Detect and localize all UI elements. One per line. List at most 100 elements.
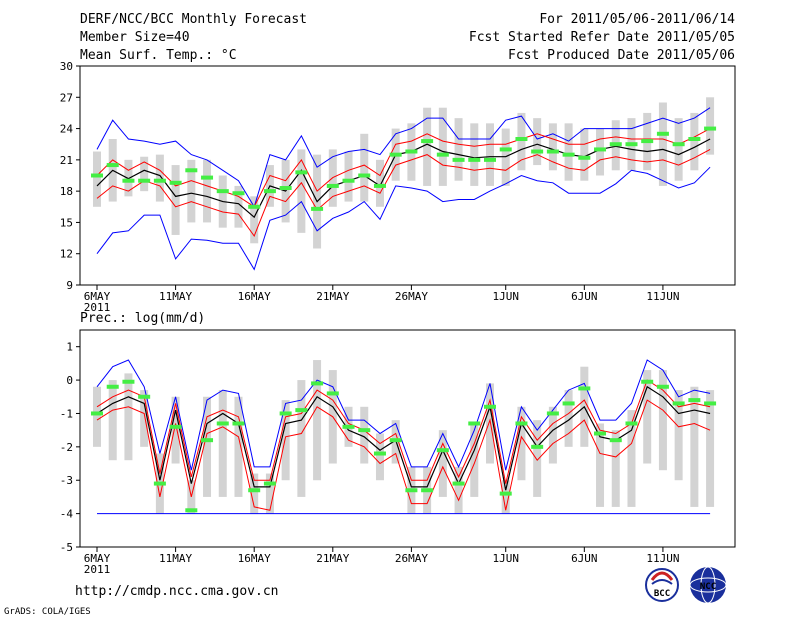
prec-observed-marker (185, 508, 198, 513)
figure-title: DERF/NCC/BCC Monthly Forecast (80, 12, 307, 27)
temp-observed-marker (609, 142, 622, 147)
temp-spread-box (423, 107, 432, 186)
temp-spread-box (533, 118, 542, 166)
prec-observed-marker (468, 421, 481, 426)
prec-observed-marker (248, 488, 261, 493)
temp-spread-box (140, 156, 149, 192)
prec-spread-box (234, 396, 243, 497)
temp-observed-marker (515, 137, 528, 141)
prec-observed-marker (263, 481, 276, 486)
prec-x-year-label: 2011 (84, 563, 111, 576)
prec-spread-box (360, 406, 369, 464)
temp-observed-marker (295, 170, 308, 175)
temp-observed-marker (656, 131, 669, 136)
prec-y-tick-label: -1 (60, 407, 73, 420)
prec-x-tick-label: 1JUN (492, 552, 519, 565)
temp-observed-marker (91, 173, 103, 178)
prec-observed-marker (421, 488, 434, 493)
temp-ensemble-mean-line (96, 138, 711, 219)
prec-y-tick-label: -2 (60, 441, 73, 454)
prec-observed-marker (389, 438, 402, 443)
prec-observed-marker (91, 411, 103, 416)
temp-spread-box (344, 151, 353, 202)
prec-plot-frame (79, 329, 736, 548)
temp-observed-marker (452, 157, 465, 162)
temp-x-tick-label: 16MAY (238, 290, 271, 303)
prec-spread-box (564, 390, 573, 447)
temp-observed-marker (216, 189, 229, 194)
temp-spread-box (658, 102, 667, 186)
temperature-panel: 9 12 15 18 21 24 27 30 6MAY 11MAY 16MAY 21MAY 26MAY 1… (60, 60, 736, 314)
temp-envelope-min-line (96, 166, 711, 271)
prec-observed-marker (342, 424, 355, 429)
prec-spread-box (124, 373, 133, 461)
temp-spread-box (674, 118, 683, 181)
temp-observed-marker (232, 191, 245, 196)
temp-spread-box (454, 118, 463, 181)
temp-observed-marker (326, 183, 339, 188)
prec-x-tick-label: 11JUN (646, 552, 679, 565)
prec-spread-box (218, 390, 227, 497)
temp-observed-marker (499, 147, 512, 152)
prec-observed-marker (484, 404, 496, 409)
prec-observed-marker (373, 451, 386, 456)
prec-observed-marker (609, 438, 622, 443)
temp-observed-marker (594, 147, 607, 152)
prec-spread-box (250, 473, 259, 514)
prec-observed-marker (452, 481, 465, 486)
prec-observed-marker (326, 391, 339, 396)
prec-y-tick-label: 0 (66, 374, 73, 387)
prec-observed-marker (641, 379, 654, 384)
temp-spread-box (360, 133, 369, 202)
bcc-logo-text: BCC (654, 589, 670, 599)
temp-spread-box (93, 151, 101, 207)
temp-observed-marker (279, 186, 292, 191)
prec-observed-marker (295, 408, 308, 413)
prec-observed-marker (562, 401, 575, 406)
temp-observed-marker (405, 149, 418, 154)
temp-x-tick-label: 26MAY (395, 290, 428, 303)
prec-spread-box (674, 390, 683, 481)
prec-spread-box (375, 433, 384, 481)
prec-observed-marker (436, 448, 449, 453)
temp-observed-marker (185, 168, 198, 173)
prec-spread-box (454, 466, 463, 514)
temp-observed-marker (138, 178, 151, 183)
temp-observed-marker (169, 180, 182, 185)
prec-spread-box (297, 380, 306, 497)
prec-observed-marker (672, 401, 685, 406)
temp-spread-box (580, 128, 589, 181)
prec-spread-box (596, 423, 605, 507)
temp-observed-marker (342, 178, 355, 183)
temp-y-tick-label: 9 (66, 279, 73, 292)
prec-ensemble-mean-line (96, 385, 711, 491)
prec-observed-marker (232, 421, 245, 426)
temp-spread-box (171, 165, 180, 235)
prec-spread-box (690, 386, 699, 507)
temp-spread-box (250, 196, 259, 244)
variable-label: Mean Surf. Temp.: °C (80, 48, 237, 63)
prec-spread-box (501, 480, 510, 514)
temp-y-tick-label: 15 (60, 216, 73, 229)
prec-x-tick-label: 6JUN (571, 552, 598, 565)
prec-y-tick-label: -4 (60, 508, 74, 521)
ncc-logo-text: NCC (700, 582, 716, 592)
prec-spread-box (281, 400, 290, 481)
prec-observed-marker (688, 398, 701, 403)
temp-observed-marker (672, 142, 685, 147)
prec-spread-box (611, 430, 620, 507)
fcst-produced-date: Fcst Produced Date 2011/05/06 (508, 48, 735, 63)
temp-observed-marker (531, 149, 544, 154)
bcc-logo: BCC (645, 568, 679, 602)
grads-credit: GrADS: COLA/IGES (4, 607, 91, 617)
temp-observed-marker (578, 155, 591, 160)
prec-observed-marker (656, 384, 669, 389)
prec-y-tick-label: -3 (60, 474, 73, 487)
prec-spread-box (171, 396, 180, 464)
temp-observed-marker (263, 189, 276, 194)
temp-spread-upper-line (96, 128, 711, 208)
source-url[interactable]: http://cmdp.ncc.cma.gov.cn (75, 584, 279, 599)
temp-x-tick-label: 6JUN (571, 290, 598, 303)
